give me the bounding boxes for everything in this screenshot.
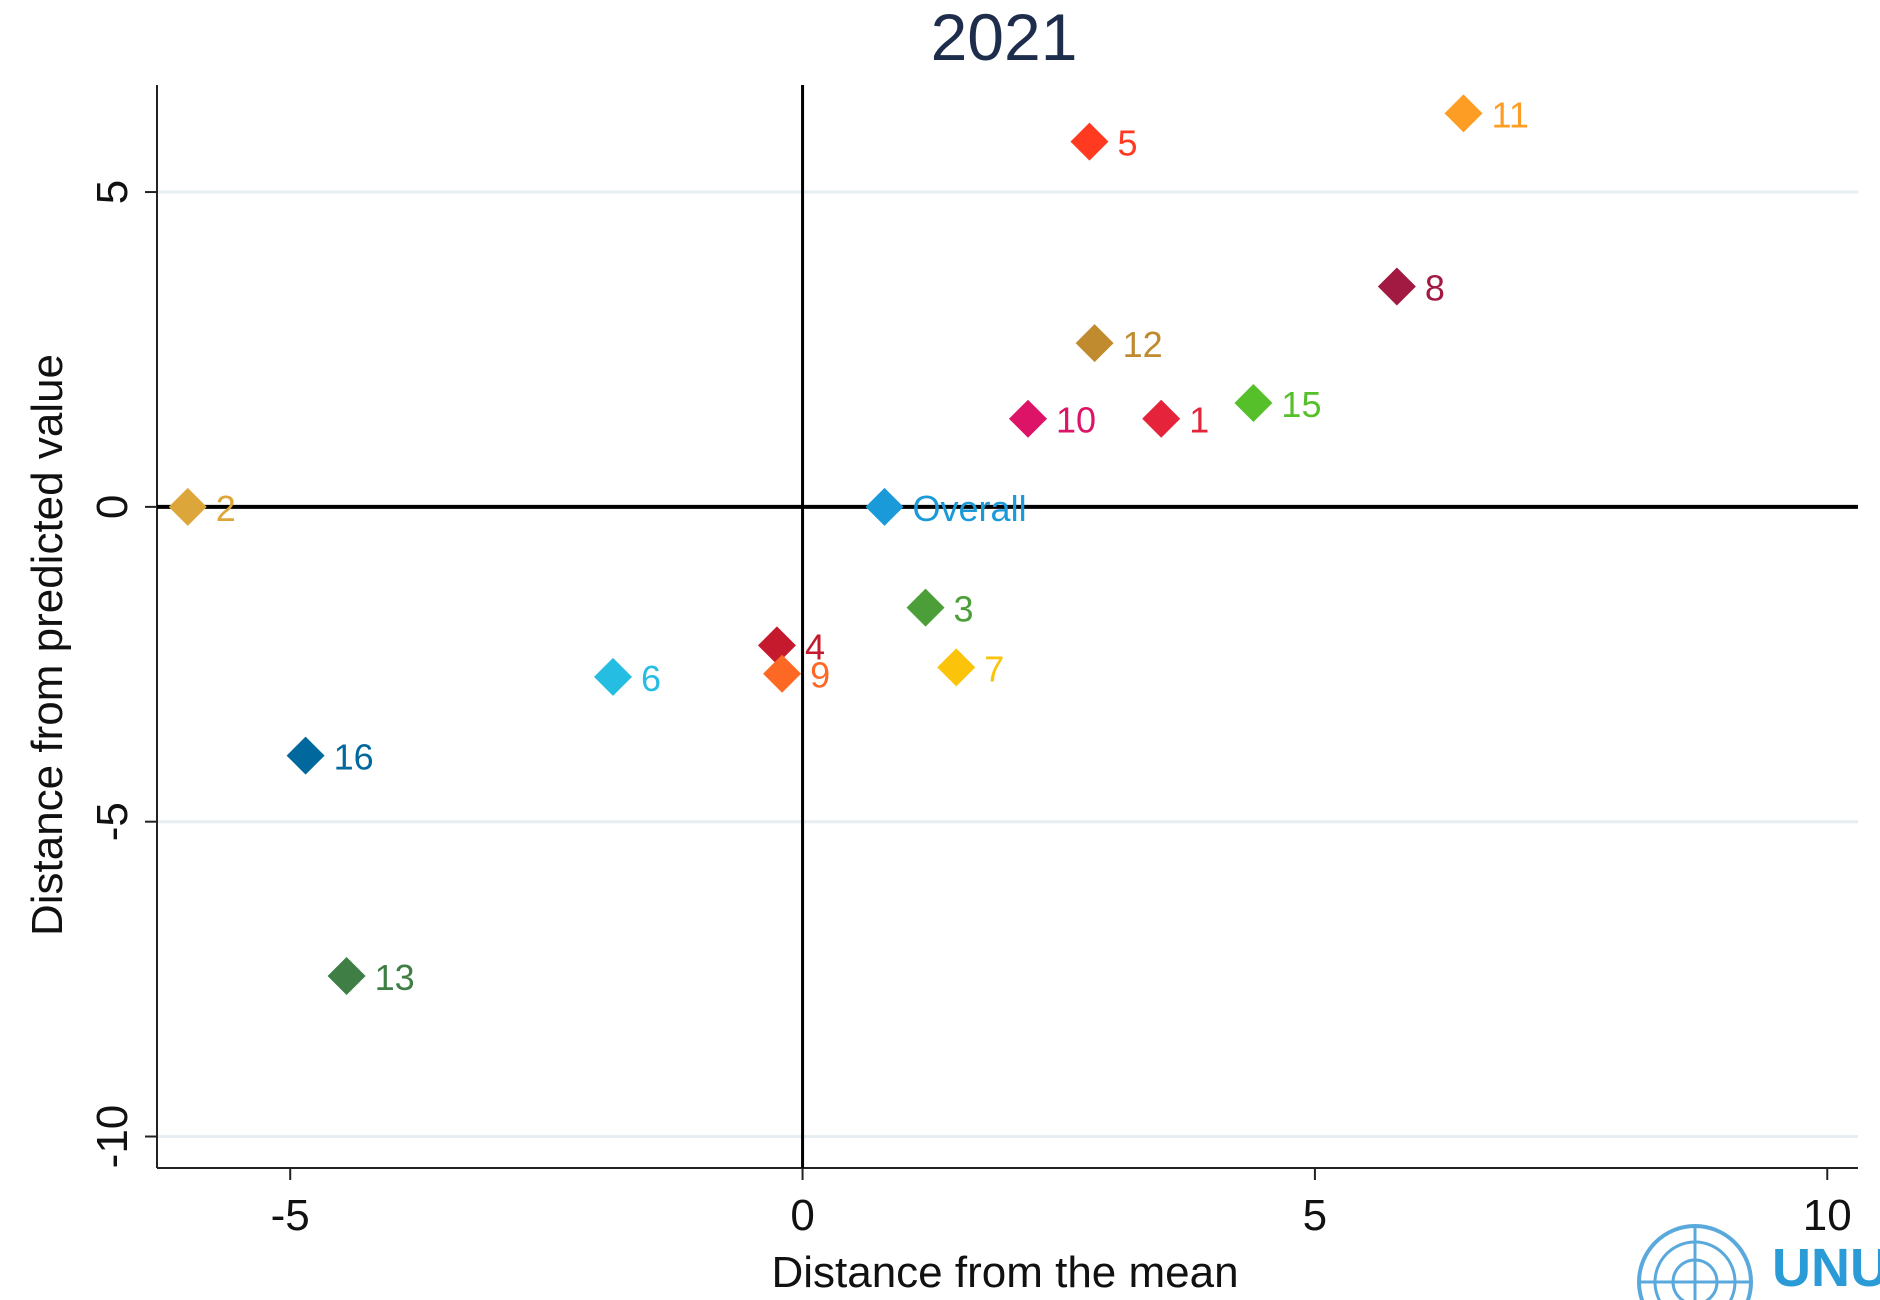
data-point: 13: [327, 956, 415, 998]
data-point: 5: [1070, 122, 1138, 164]
y-tick-label: 5: [88, 180, 137, 204]
data-point: 3: [906, 588, 974, 630]
data-point: 6: [593, 657, 661, 699]
unu-logo: UNU: [1637, 1224, 1880, 1300]
data-point: Overall: [865, 487, 1027, 529]
data-label: 7: [984, 648, 1004, 689]
data-label: Overall: [913, 488, 1027, 529]
data-label: 1: [1189, 400, 1209, 441]
data-label: 16: [334, 737, 374, 778]
axes: [156, 85, 1858, 1169]
data-label: 4: [805, 626, 825, 667]
diamond-marker: [1075, 324, 1114, 363]
y-axis-label: Distance from predicted value: [23, 354, 72, 936]
data-point: 4: [757, 626, 825, 667]
data-label: 10: [1056, 400, 1096, 441]
diamond-marker: [906, 588, 945, 627]
x-tick-label: 10: [1803, 1191, 1852, 1240]
data-point: 8: [1377, 267, 1445, 308]
data-point: 15: [1234, 383, 1321, 425]
un-emblem-icon: [1637, 1224, 1753, 1300]
x-axis-label: Distance from the mean: [771, 1248, 1238, 1297]
data-point: 7: [937, 648, 1004, 689]
y-ticks: -10 -5 0 5: [88, 180, 157, 1169]
gridlines: [157, 190, 1858, 1139]
diamond-marker: [1070, 122, 1109, 161]
data-point: 9: [763, 654, 830, 696]
data-point: 11: [1444, 94, 1529, 135]
x-tick-label: 0: [790, 1191, 814, 1240]
data-point: 2: [168, 487, 236, 529]
diamond-marker: [1234, 383, 1273, 422]
data-point: 12: [1075, 324, 1163, 365]
y-tick-label: -5: [88, 802, 137, 841]
diamond-marker: [327, 956, 366, 995]
diamond-marker: [1377, 267, 1416, 306]
y-tick-label: 0: [88, 495, 137, 519]
data-label: 15: [1281, 384, 1321, 425]
diamond-marker: [937, 648, 976, 687]
y-tick-label: -10: [88, 1105, 137, 1169]
x-tick-label: -5: [271, 1191, 310, 1240]
diamond-marker: [1008, 399, 1047, 438]
data-label: 13: [375, 957, 415, 998]
data-label: 8: [1425, 267, 1445, 308]
diamond-marker: [168, 487, 207, 526]
diamond-marker: [757, 626, 796, 665]
chart-title: 2021: [931, 0, 1078, 74]
data-label: 9: [810, 655, 830, 696]
diamond-marker: [1142, 399, 1181, 438]
diamond-marker: [865, 487, 904, 526]
data-label: 11: [1491, 94, 1528, 135]
data-label: 6: [641, 658, 661, 699]
data-label: 3: [954, 589, 974, 630]
reference-lines: [157, 85, 1858, 1168]
diamond-marker: [286, 736, 325, 775]
data-label: 2: [216, 488, 236, 529]
x-ticks: -5 0 5 10: [271, 1168, 1852, 1240]
data-point: 16: [286, 736, 374, 778]
data-label: 12: [1123, 324, 1163, 365]
x-tick-label: 5: [1303, 1191, 1327, 1240]
logo-text: UNU: [1772, 1238, 1880, 1298]
data-point: 10: [1008, 399, 1096, 441]
diamond-marker: [593, 657, 632, 696]
data-point: 1: [1142, 399, 1209, 441]
diamond-marker: [763, 654, 802, 693]
diamond-marker: [1444, 94, 1483, 133]
data-label: 5: [1117, 123, 1137, 164]
